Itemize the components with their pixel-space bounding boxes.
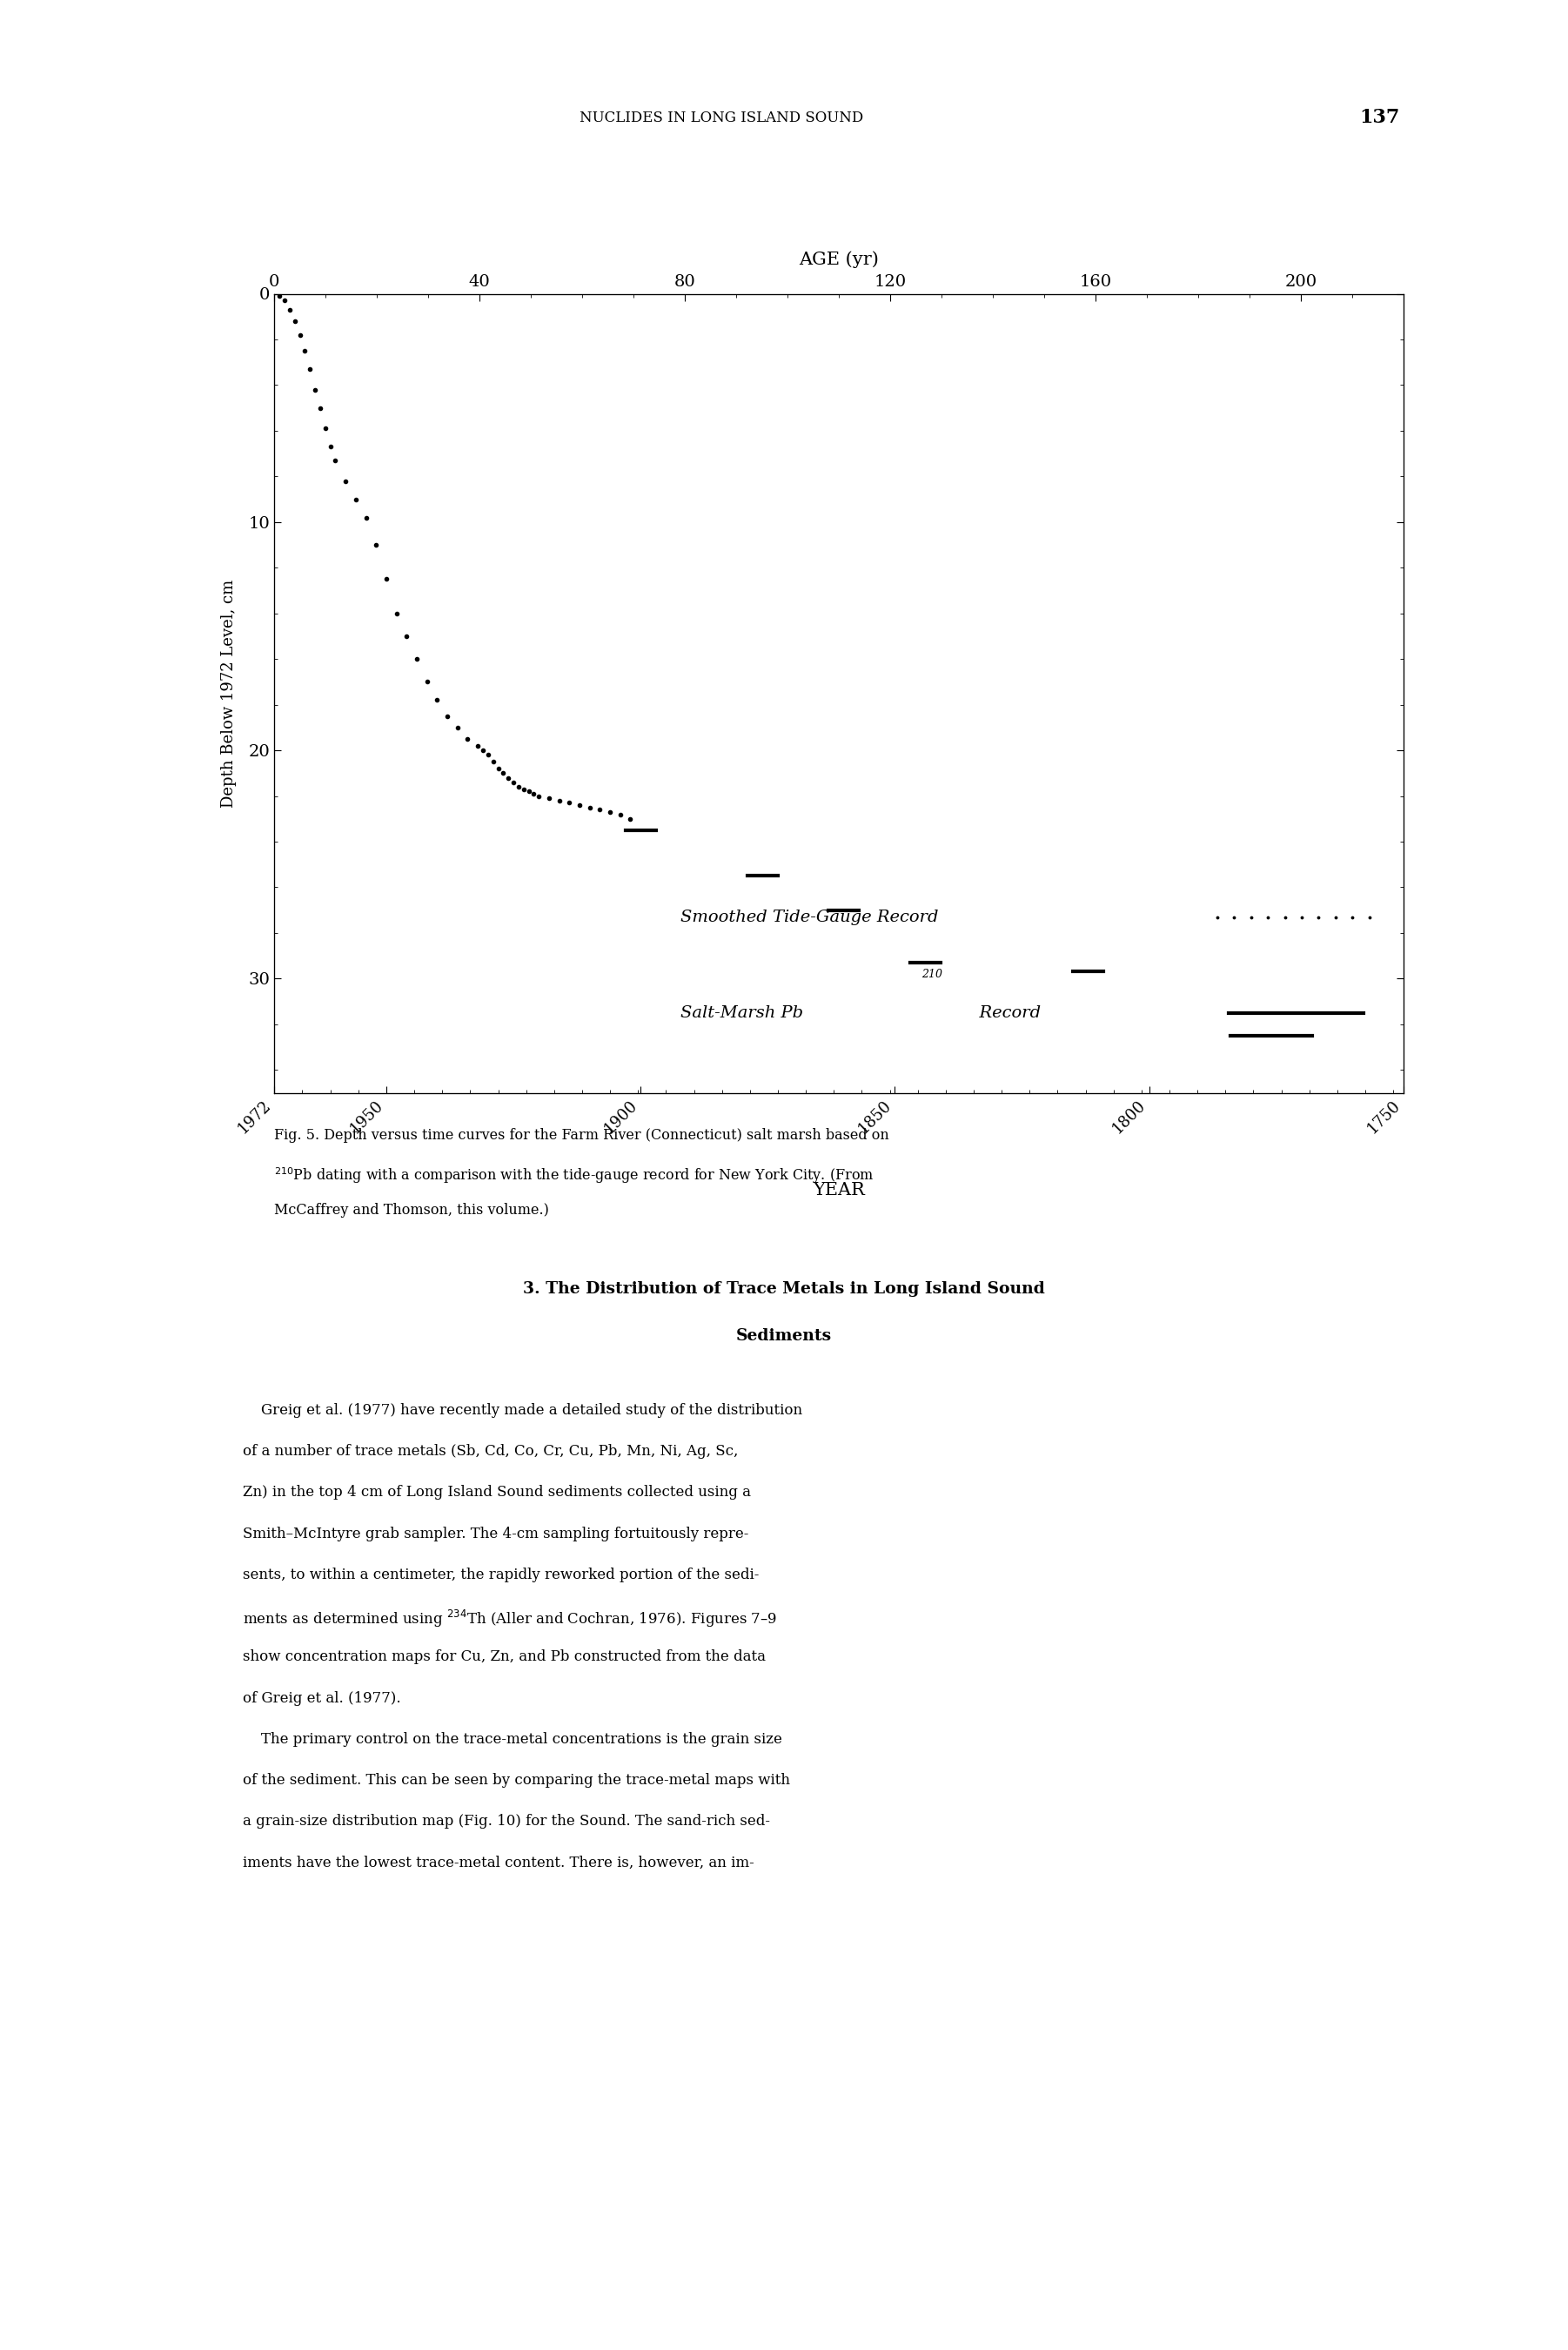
Text: of a number of trace metals (Sb, Cd, Co, Cr, Cu, Pb, Mn, Ni, Ag, Sc,: of a number of trace metals (Sb, Cd, Co,… <box>243 1443 739 1459</box>
Text: iments have the lowest trace-metal content. There is, however, an im-: iments have the lowest trace-metal conte… <box>243 1856 754 1871</box>
Text: show concentration maps for Cu, Zn, and Pb constructed from the data: show concentration maps for Cu, Zn, and … <box>243 1650 767 1664</box>
Text: sents, to within a centimeter, the rapidly reworked portion of the sedi-: sents, to within a centimeter, the rapid… <box>243 1567 759 1582</box>
Text: of the sediment. This can be seen by comparing the trace-metal maps with: of the sediment. This can be seen by com… <box>243 1772 790 1788</box>
Text: 210: 210 <box>922 968 942 980</box>
Text: $^{210}$Pb dating with a comparison with the tide-gauge record for New York City: $^{210}$Pb dating with a comparison with… <box>274 1166 875 1184</box>
Text: The primary control on the trace-metal concentrations is the grain size: The primary control on the trace-metal c… <box>243 1732 782 1746</box>
Text: 137: 137 <box>1359 108 1400 127</box>
Text: Sediments: Sediments <box>735 1328 833 1344</box>
Text: Greig et al. (1977) have recently made a detailed study of the distribution: Greig et al. (1977) have recently made a… <box>243 1403 803 1417</box>
Text: Salt-Marsh Pb: Salt-Marsh Pb <box>681 1006 804 1020</box>
X-axis label: YEAR: YEAR <box>812 1182 866 1198</box>
Text: ments as determined using $^{234}$Th (Aller and Cochran, 1976). Figures 7–9: ments as determined using $^{234}$Th (Al… <box>243 1607 778 1629</box>
Text: 3. The Distribution of Trace Metals in Long Island Sound: 3. The Distribution of Trace Metals in L… <box>524 1281 1044 1297</box>
Text: a grain-size distribution map (Fig. 10) for the Sound. The sand-rich sed-: a grain-size distribution map (Fig. 10) … <box>243 1814 770 1828</box>
Text: Smoothed Tide-Gauge Record: Smoothed Tide-Gauge Record <box>681 909 939 926</box>
Text: Zn) in the top 4 cm of Long Island Sound sediments collected using a: Zn) in the top 4 cm of Long Island Sound… <box>243 1485 751 1499</box>
X-axis label: AGE (yr): AGE (yr) <box>800 251 878 268</box>
Text: NUCLIDES IN LONG ISLAND SOUND: NUCLIDES IN LONG ISLAND SOUND <box>579 110 864 125</box>
Text: of Greig et al. (1977).: of Greig et al. (1977). <box>243 1692 401 1706</box>
Text: Fig. 5. Depth versus time curves for the Farm River (Connecticut) salt marsh bas: Fig. 5. Depth versus time curves for the… <box>274 1128 889 1142</box>
Text: Record: Record <box>969 1006 1041 1020</box>
Text: Smith–McIntyre grab sampler. The 4-cm sampling fortuitously repre-: Smith–McIntyre grab sampler. The 4-cm sa… <box>243 1528 750 1542</box>
Y-axis label: Depth Below 1972 Level, cm: Depth Below 1972 Level, cm <box>221 578 237 808</box>
Text: McCaffrey and Thomson, this volume.): McCaffrey and Thomson, this volume.) <box>274 1203 549 1217</box>
